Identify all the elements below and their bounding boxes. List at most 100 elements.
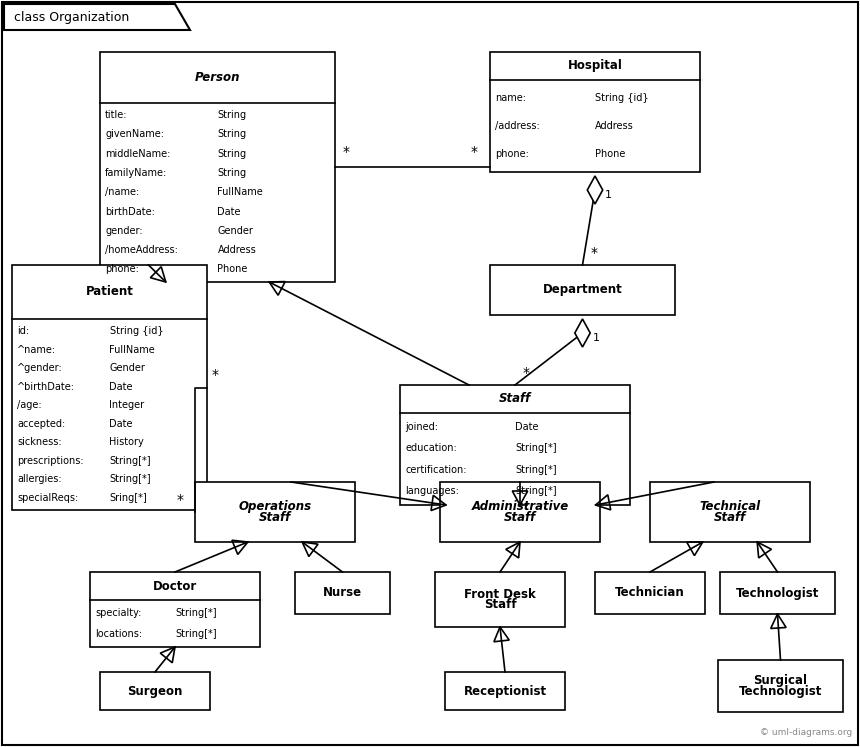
Bar xyxy=(445,672,565,710)
Text: accepted:: accepted: xyxy=(17,419,65,429)
Text: specialReqs:: specialReqs: xyxy=(17,493,78,503)
Text: phone:: phone: xyxy=(105,264,138,274)
Text: Receptionist: Receptionist xyxy=(464,684,547,698)
Text: givenName:: givenName: xyxy=(105,129,164,140)
Text: /age:: /age: xyxy=(17,400,41,410)
Text: ^gender:: ^gender: xyxy=(17,363,63,373)
Text: Gender: Gender xyxy=(109,363,145,373)
Text: Gender: Gender xyxy=(218,226,254,236)
Text: String {id}: String {id} xyxy=(595,93,648,103)
Text: *: * xyxy=(177,493,184,507)
Text: *: * xyxy=(212,368,219,382)
Bar xyxy=(435,572,565,627)
Text: Surgical: Surgical xyxy=(753,674,808,687)
Text: /name:: /name: xyxy=(105,187,139,197)
Text: © uml-diagrams.org: © uml-diagrams.org xyxy=(759,728,852,737)
Text: birthDate:: birthDate: xyxy=(105,207,155,217)
Text: Date: Date xyxy=(515,422,538,432)
Text: Operations: Operations xyxy=(238,500,311,513)
Text: 1: 1 xyxy=(605,190,612,200)
Text: id:: id: xyxy=(17,326,29,336)
Text: name:: name: xyxy=(495,93,526,103)
Text: 1: 1 xyxy=(593,333,599,343)
Text: String[*]: String[*] xyxy=(515,465,556,474)
Bar xyxy=(718,660,843,712)
Bar xyxy=(90,572,260,647)
Bar xyxy=(100,52,335,282)
Text: History: History xyxy=(109,437,144,447)
Bar xyxy=(12,265,207,510)
Text: Hospital: Hospital xyxy=(568,60,623,72)
Text: Address: Address xyxy=(218,245,256,255)
Text: Administrative: Administrative xyxy=(471,500,568,513)
Text: Integer: Integer xyxy=(109,400,144,410)
Text: phone:: phone: xyxy=(495,149,529,159)
Text: /address:: /address: xyxy=(495,121,540,131)
Text: Nurse: Nurse xyxy=(323,586,362,600)
Polygon shape xyxy=(4,4,190,30)
Text: Technician: Technician xyxy=(615,586,685,600)
Text: prescriptions:: prescriptions: xyxy=(17,456,83,466)
Text: certification:: certification: xyxy=(405,465,466,474)
Text: String[*]: String[*] xyxy=(175,629,217,639)
Text: education:: education: xyxy=(405,443,457,453)
Bar xyxy=(720,572,835,614)
Text: ^name:: ^name: xyxy=(17,344,56,355)
Text: Front Desk: Front Desk xyxy=(464,587,536,601)
Text: middleName:: middleName: xyxy=(105,149,170,158)
Text: *: * xyxy=(343,145,350,159)
Bar xyxy=(650,482,810,542)
Bar xyxy=(100,672,210,710)
Text: String: String xyxy=(218,110,247,120)
Text: *: * xyxy=(471,145,478,159)
Text: Technologist: Technologist xyxy=(736,586,820,600)
Text: Staff: Staff xyxy=(504,511,536,524)
Bar xyxy=(490,52,700,172)
Text: /homeAddress:: /homeAddress: xyxy=(105,245,178,255)
Text: Phone: Phone xyxy=(595,149,625,159)
Text: Department: Department xyxy=(543,284,623,297)
Text: allergies:: allergies: xyxy=(17,474,62,484)
Text: Technologist: Technologist xyxy=(739,685,822,698)
Text: Date: Date xyxy=(109,382,133,391)
Polygon shape xyxy=(574,319,590,347)
Text: FullName: FullName xyxy=(218,187,263,197)
Text: String[*]: String[*] xyxy=(109,474,151,484)
Text: Doctor: Doctor xyxy=(153,580,197,592)
Text: Surgeon: Surgeon xyxy=(127,684,182,698)
Text: String: String xyxy=(218,168,247,178)
Text: FullName: FullName xyxy=(109,344,156,355)
Text: Staff: Staff xyxy=(714,511,746,524)
Text: title:: title: xyxy=(105,110,127,120)
Polygon shape xyxy=(587,176,603,204)
Text: Patient: Patient xyxy=(85,285,133,299)
Text: Person: Person xyxy=(194,71,240,84)
Text: Sring[*]: Sring[*] xyxy=(109,493,147,503)
Bar xyxy=(400,385,630,505)
Bar xyxy=(490,265,675,315)
Text: String: String xyxy=(218,149,247,158)
Text: sickness:: sickness: xyxy=(17,437,62,447)
Text: Staff: Staff xyxy=(499,392,531,406)
Bar xyxy=(195,482,355,542)
Text: Address: Address xyxy=(595,121,634,131)
Text: class Organization: class Organization xyxy=(14,10,129,23)
Text: String {id}: String {id} xyxy=(109,326,163,336)
Bar xyxy=(595,572,705,614)
Text: String: String xyxy=(218,129,247,140)
Bar xyxy=(295,572,390,614)
Text: ^birthDate:: ^birthDate: xyxy=(17,382,75,391)
Text: joined:: joined: xyxy=(405,422,438,432)
Text: String[*]: String[*] xyxy=(109,456,151,466)
Text: Staff: Staff xyxy=(259,511,292,524)
Text: String[*]: String[*] xyxy=(175,608,217,619)
Text: gender:: gender: xyxy=(105,226,143,236)
Text: locations:: locations: xyxy=(95,629,142,639)
Text: *: * xyxy=(523,366,530,380)
Text: languages:: languages: xyxy=(405,486,459,496)
Text: *: * xyxy=(591,246,598,260)
Text: Technical: Technical xyxy=(699,500,760,513)
Text: Date: Date xyxy=(109,419,133,429)
Text: Staff: Staff xyxy=(483,598,516,612)
Text: String[*]: String[*] xyxy=(515,486,556,496)
